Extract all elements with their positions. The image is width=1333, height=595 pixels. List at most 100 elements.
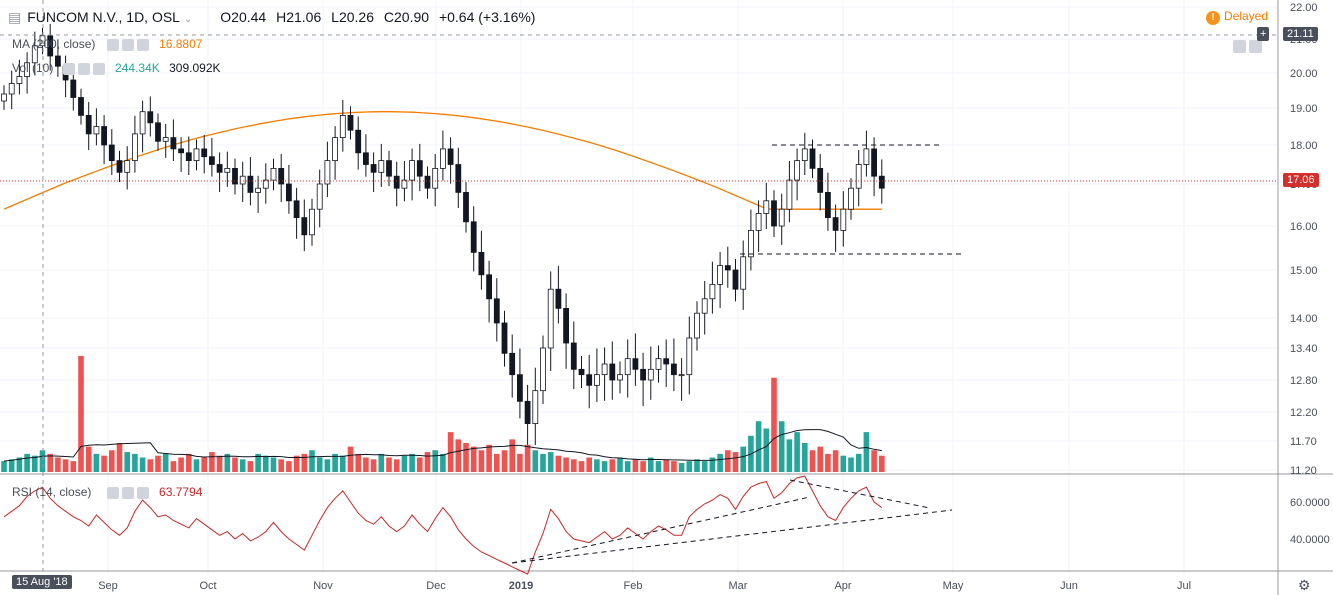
time-tick-label: Sep [98,580,118,592]
volume-bar [393,459,400,472]
candle-body [301,217,308,236]
settings-icon[interactable] [121,38,134,51]
candle-body [155,122,161,142]
vol-label[interactable]: Vol (10) [12,61,54,75]
symbol-title[interactable]: FUNCOM N.V., 1D, OSL [27,9,180,25]
rsi-trend-upper [511,496,811,564]
settings-icon[interactable] [121,486,134,499]
close-icon[interactable] [92,62,105,75]
scroll-down-icon[interactable] [1233,40,1246,54]
scroll-up-icon[interactable] [1249,40,1262,54]
candle-body [694,312,700,339]
volume-bar [671,461,677,472]
volume-bar [293,455,300,472]
volume-bar [717,453,723,472]
eye-icon[interactable] [62,62,75,75]
volume-bar [47,453,53,472]
volume-bar [286,461,292,472]
volume-bar [1,461,7,472]
volume-bar [232,457,238,472]
price-tick-label: 12.20 [1290,407,1318,419]
volume-bar [663,459,669,472]
volume-bar [440,453,446,472]
volume-bar [401,455,408,472]
rsi-legend[interactable]: RSI (14, close) 63.7794 [12,485,202,499]
time-axis: Sep Oct Nov Dec 2019 Feb Mar Apr May Jun Jul [98,580,1191,592]
candle-body [70,79,77,98]
candle-body [840,208,847,231]
volume-bar [247,461,254,472]
volume-bar [725,450,731,472]
candle-body [324,160,331,185]
volume-bar [609,459,616,472]
volume-bar [270,457,277,472]
candle-body [78,97,84,116]
candle-body [524,400,531,425]
eye-icon[interactable] [106,486,119,499]
close-icon[interactable] [136,486,149,499]
candle-body [794,160,800,181]
rsi-label[interactable]: RSI (14, close) [12,485,92,499]
volume-bar [16,457,23,472]
candle-body [801,148,808,161]
ma200-line [3,111,882,210]
candle-body [108,144,115,161]
candle-body [424,175,431,189]
volume-bar [447,432,454,472]
ma-legend[interactable]: MA (200, close) 16.8807 [12,37,202,51]
volume-bar [93,453,100,472]
volume-bar [855,453,862,472]
candle-body [509,352,516,376]
volume-bar [694,459,700,472]
volume-bar [486,444,492,472]
ma-label[interactable]: MA (200, close) [12,37,96,51]
rsi-tick-label: 40.0000 [1290,534,1330,546]
volume-bar [848,457,854,472]
candle-body [55,55,61,67]
symbol-collapse-icon[interactable]: ▤ [8,9,22,25]
volume-bar [255,453,261,472]
volume-bar [263,455,269,472]
candle-body [671,363,677,376]
delayed-badge[interactable]: ! Delayed [1206,9,1268,25]
close-label: C [383,9,395,25]
candle-body [855,164,862,189]
close-icon[interactable] [136,38,149,51]
time-tick-label: Dec [426,580,446,592]
candle-body [586,374,593,386]
candle-body [878,175,885,189]
settings-icon[interactable] [77,62,90,75]
volume-bar [455,439,462,472]
candle-body [832,217,839,231]
crosshair-price-tag: 21.11 [1283,27,1318,41]
time-tick-label: 2019 [509,580,533,592]
volume-bar [478,450,485,472]
volume-bar [170,461,177,472]
candle-body [555,288,562,309]
settings-gear-icon[interactable]: ⚙ [1298,577,1311,593]
rsi-value: 63.7794 [159,485,203,499]
volume-bar [101,455,107,472]
volume-bar [771,377,777,472]
eye-icon[interactable] [106,38,119,51]
candle-body [270,167,277,181]
volume-ma-line [3,429,882,462]
candle-body [370,164,377,173]
chevron-down-icon[interactable]: ⌄ [183,14,193,25]
candle-body [724,265,731,271]
vol-legend[interactable]: Vol (10) 244.34K 309.092K [12,61,221,75]
volume-bar [301,453,308,472]
change-value: +0.64 (+3.16%) [438,9,536,25]
candle-body [640,368,646,381]
candle-body [339,115,346,139]
scroll-buttons[interactable] [1233,38,1265,56]
symbol-header[interactable]: ▤ FUNCOM N.V., 1D, OSL ⌄ O20.44 H21.06 L20… [8,9,535,26]
volume-bar [324,459,331,472]
candle-body [85,115,92,135]
candle-body [825,191,831,218]
candle-body [170,137,177,150]
candle-body [262,179,269,189]
candle-body [486,274,493,300]
